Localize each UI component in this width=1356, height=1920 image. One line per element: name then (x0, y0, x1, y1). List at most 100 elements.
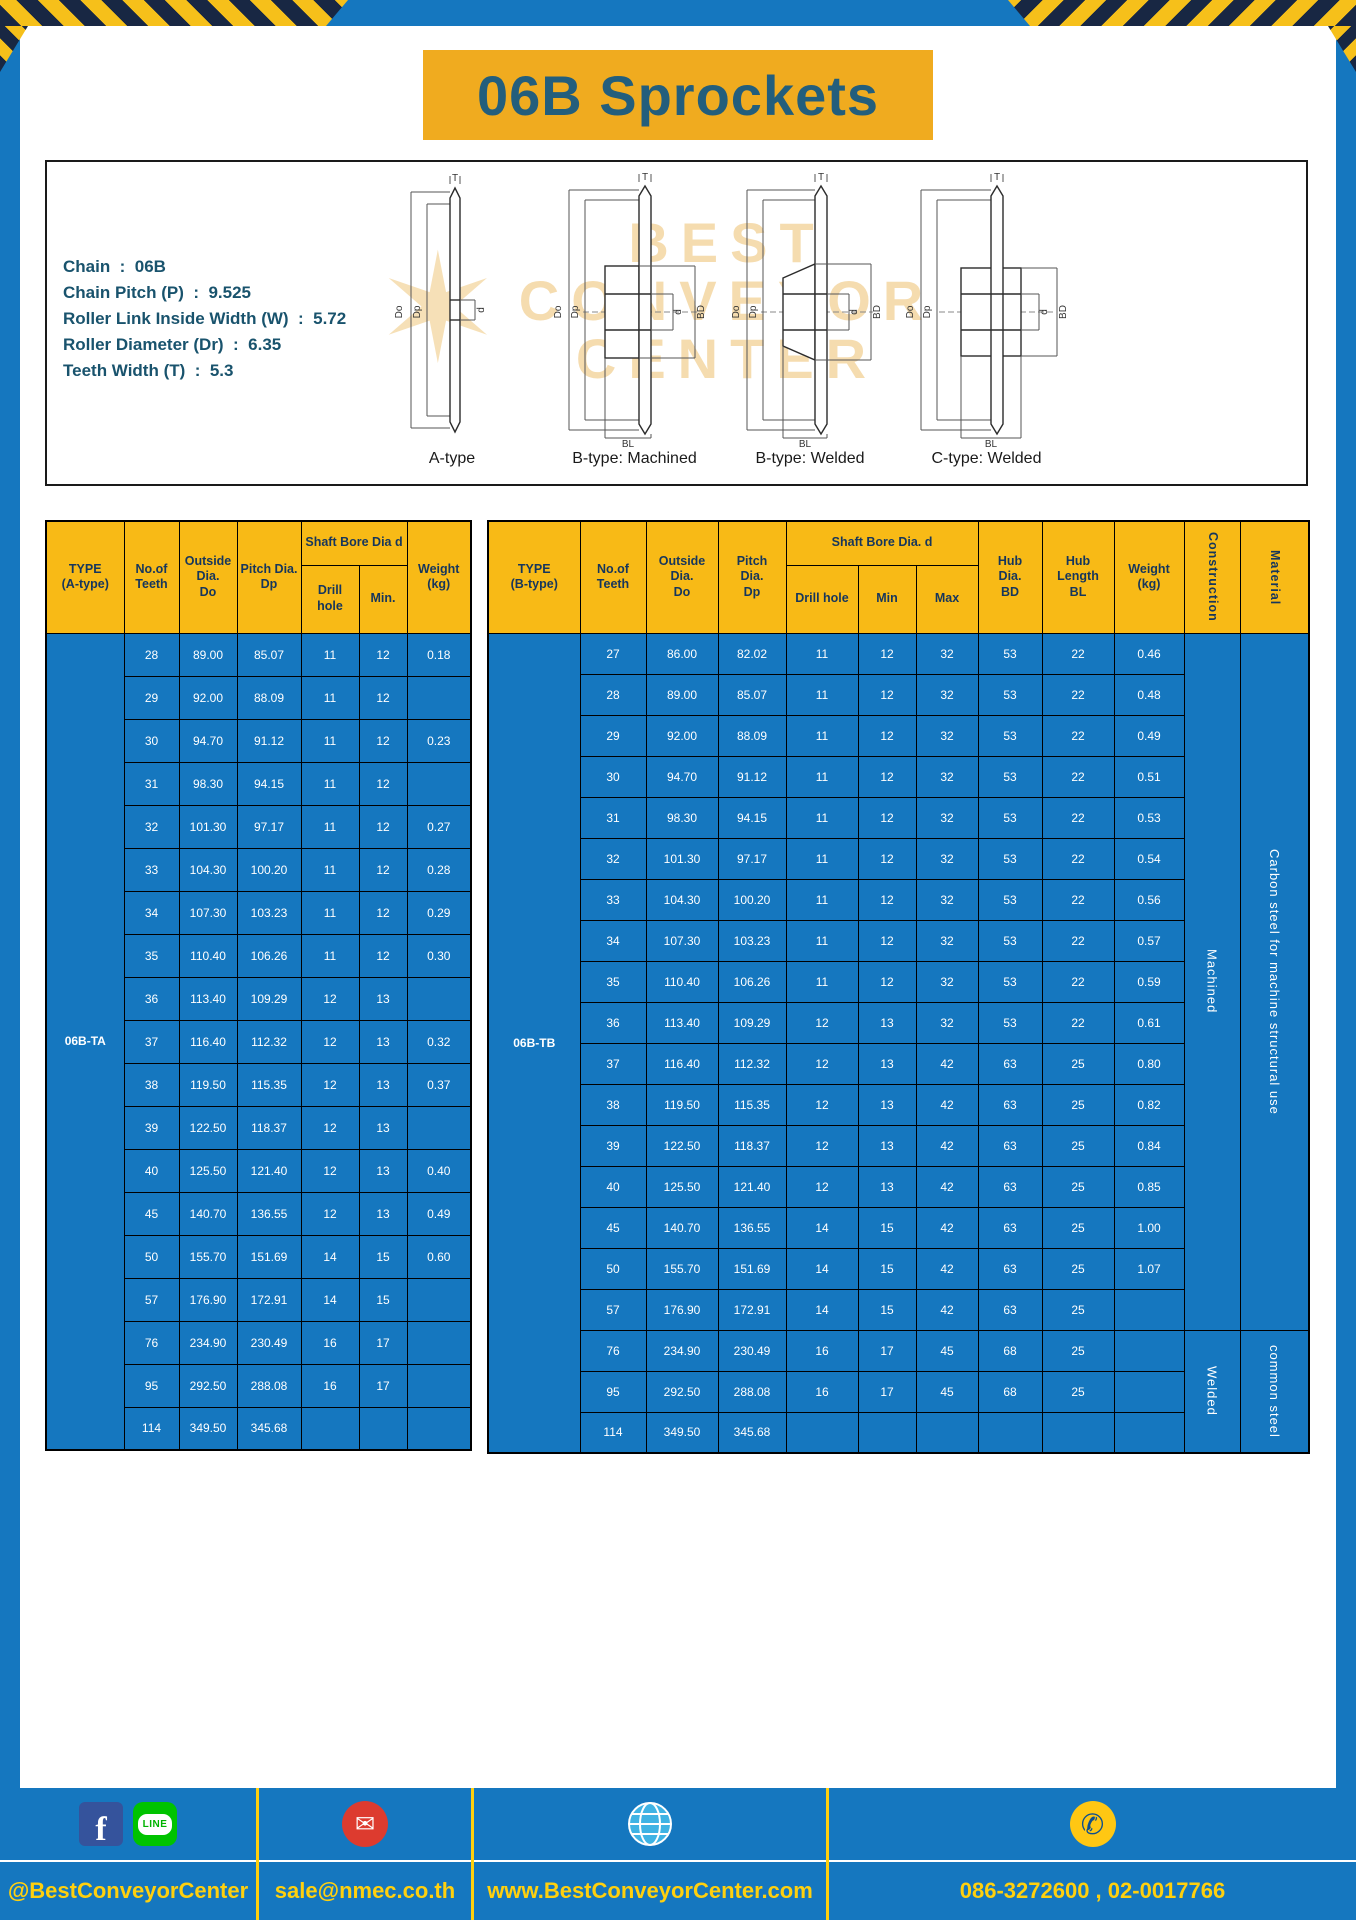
table-cell: 57 (579, 1288, 647, 1331)
material-cell: common steel (1239, 1329, 1310, 1454)
table-cell: 11 (785, 919, 859, 962)
table-cell: 76 (123, 1320, 180, 1365)
table-cell: 91.12 (236, 718, 302, 763)
table-cell: 11 (300, 804, 360, 849)
column-header: Drill hole (785, 564, 859, 634)
table-cell: 172.91 (717, 1288, 787, 1331)
table-cell: 345.68 (236, 1406, 302, 1451)
table-cell: 97.17 (236, 804, 302, 849)
table-cell: 53 (977, 632, 1043, 675)
table-cell: 12 (358, 933, 408, 978)
table-cell: 12 (857, 714, 917, 757)
table-cell: 94.70 (178, 718, 238, 763)
dim-dp-label: Dp (922, 305, 933, 318)
table-cell: 125.50 (178, 1148, 238, 1193)
drawing-caption: C-type: Welded (931, 450, 1042, 467)
table-cell: 45 (915, 1370, 979, 1413)
footer-phone-section: ✆ 086-3272600 , 02-0017766 (829, 1788, 1356, 1920)
table-cell: 22 (1041, 1001, 1115, 1044)
drawing-caption: A-type (428, 450, 476, 467)
table-cell: 39 (123, 1105, 180, 1150)
table-cell: 63 (977, 1247, 1043, 1290)
table-cell: 11 (300, 761, 360, 806)
column-header: Min (857, 564, 917, 634)
table-cell: 100.20 (717, 878, 787, 921)
table-cell: 11 (785, 796, 859, 839)
table-cell: 110.40 (178, 933, 238, 978)
dim-d-label: d (1039, 309, 1050, 315)
table-cell (406, 675, 472, 720)
table-cell: 16 (300, 1320, 360, 1365)
table-cell: 45 (579, 1206, 647, 1249)
table-cell: 12 (785, 1124, 859, 1167)
table-cell: 12 (358, 632, 408, 677)
table-cell: 0.37 (406, 1062, 472, 1107)
table-cell (1113, 1411, 1185, 1454)
table-cell: 68 (977, 1370, 1043, 1413)
table-cell: 91.12 (717, 755, 787, 798)
table-cell: 25 (1041, 1042, 1115, 1085)
table-cell: 53 (977, 714, 1043, 757)
table-cell: 85.07 (717, 673, 787, 716)
table-cell: 0.54 (1113, 837, 1185, 880)
table-cell: 12 (785, 1165, 859, 1208)
table-cell: 104.30 (645, 878, 719, 921)
table-cell: 32 (915, 919, 979, 962)
table-cell: 106.26 (717, 960, 787, 1003)
table-cell: 13 (857, 1042, 917, 1085)
table-cell: 11 (300, 718, 360, 763)
table-cell: 12 (300, 1191, 360, 1236)
table-cell: 119.50 (178, 1062, 238, 1107)
table-cell: 63 (977, 1165, 1043, 1208)
table-cell: 36 (123, 976, 180, 1021)
table-row: 40 125.50 121.40 12 13 0.40 (46, 1148, 472, 1193)
table-row: 36 113.40 109.29 12 13 32 53 22 0.61 (488, 1001, 1309, 1044)
table-cell: 33 (579, 878, 647, 921)
table-a-type: TYPE (A-type) No.of Teeth Outside Dia. D… (45, 520, 472, 1451)
table-cell: 15 (358, 1277, 408, 1322)
table-cell (406, 1277, 472, 1322)
table-cell: 33 (123, 847, 180, 892)
table-cell: 32 (915, 755, 979, 798)
table-cell: 176.90 (645, 1288, 719, 1331)
table-cell: 30 (579, 755, 647, 798)
table-cell: 292.50 (178, 1363, 238, 1408)
table-cell: 16 (300, 1363, 360, 1408)
table-cell: 0.82 (1113, 1083, 1185, 1126)
table-cell (977, 1411, 1043, 1454)
table-cell: 155.70 (178, 1234, 238, 1279)
table-cell (358, 1406, 408, 1451)
dim-t-label: T (994, 172, 1000, 183)
line-label: LINE (138, 1813, 172, 1835)
table-cell: 0.56 (1113, 878, 1185, 921)
table-cell: 27 (579, 632, 647, 675)
table-cell: 17 (857, 1370, 917, 1413)
c-type-welded-drawing: Do Dp T d BD (899, 172, 1074, 478)
table-cell: 50 (123, 1234, 180, 1279)
table-cell: 32 (915, 837, 979, 880)
email-icon: ✉ (342, 1801, 388, 1847)
column-header: TYPE (B-type) (487, 520, 581, 634)
table-cell: 12 (300, 1062, 360, 1107)
table-cell: 11 (300, 890, 360, 935)
table-cell: 39 (579, 1124, 647, 1167)
table-cell: 113.40 (645, 1001, 719, 1044)
table-cell: 25 (1041, 1329, 1115, 1372)
table-cell: 112.32 (236, 1019, 302, 1064)
table-cell (1113, 1288, 1185, 1331)
table-cell: 34 (579, 919, 647, 962)
table-cell: 32 (915, 960, 979, 1003)
dim-dp-label: Dp (412, 305, 423, 318)
table-cell (406, 1363, 472, 1408)
table-cell: 63 (977, 1042, 1043, 1085)
dim-do-label: Do (905, 305, 916, 318)
dim-t-label: T (818, 172, 824, 183)
table-cell: 0.53 (1113, 796, 1185, 839)
table-cell: 22 (1041, 878, 1115, 921)
table-cell: 0.23 (406, 718, 472, 763)
table-cell: 35 (123, 933, 180, 978)
table-cell: 53 (977, 796, 1043, 839)
table-cell: 89.00 (178, 632, 238, 677)
column-header: Weight (kg) (1113, 520, 1185, 634)
